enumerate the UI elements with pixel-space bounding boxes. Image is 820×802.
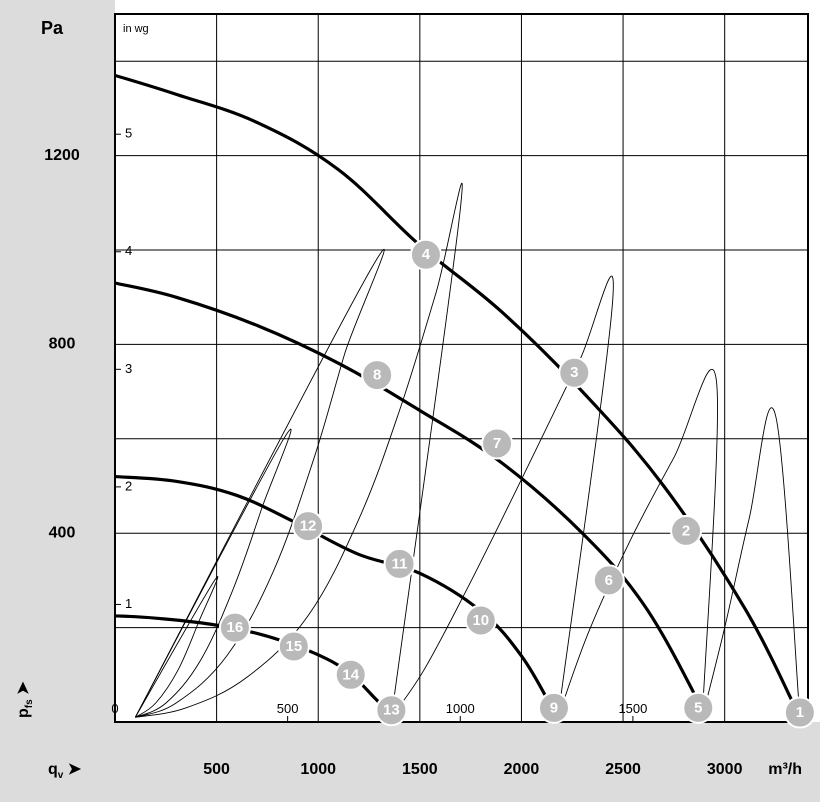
marker-label: 15 <box>285 638 302 655</box>
marker-7: 7 <box>482 429 512 459</box>
marker-5: 5 <box>683 693 713 723</box>
marker-8: 8 <box>362 360 392 390</box>
marker-label: 9 <box>550 699 558 716</box>
marker-label: 4 <box>422 246 431 263</box>
chart-svg: 4008001200123455001000150020002500300005… <box>0 0 820 802</box>
marker-1: 1 <box>785 698 815 728</box>
ytick-pa: 1200 <box>44 147 80 164</box>
marker-label: 14 <box>342 666 359 683</box>
marker-12: 12 <box>293 511 323 541</box>
ylabel-inwg: in wg <box>123 23 149 35</box>
ytick-inwg: 1 <box>125 596 132 611</box>
marker-14: 14 <box>336 660 366 690</box>
marker-4: 4 <box>411 240 441 270</box>
marker-13: 13 <box>376 695 406 725</box>
xtick-m3h: 2500 <box>605 761 641 778</box>
marker-label: 12 <box>300 518 317 535</box>
ytick-pa: 800 <box>49 336 76 353</box>
fan-performance-chart: 4008001200123455001000150020002500300005… <box>0 0 820 802</box>
marker-label: 10 <box>472 612 489 629</box>
xtick-cfm: 1000 <box>446 701 475 716</box>
xtick-m3h: 2000 <box>504 761 540 778</box>
marker-label: 13 <box>383 702 400 719</box>
plot-area <box>115 14 808 722</box>
marker-label: 11 <box>392 555 408 572</box>
marker-9: 9 <box>539 693 569 723</box>
marker-label: 16 <box>227 619 244 636</box>
xtick-m3h: 1000 <box>300 761 336 778</box>
ytick-inwg: 4 <box>125 243 132 258</box>
marker-6: 6 <box>594 565 624 595</box>
marker-label: 5 <box>694 699 702 716</box>
marker-10: 10 <box>466 606 496 636</box>
marker-label: 7 <box>493 435 501 452</box>
xtick-cfm: 1500 <box>618 701 647 716</box>
marker-label: 6 <box>605 572 613 589</box>
marker-label: 2 <box>682 522 690 539</box>
xlabel-m3h: m³/h <box>768 761 802 778</box>
marker-11: 11 <box>385 549 415 579</box>
xtick-cfm: 0 <box>111 701 118 716</box>
xtick-cfm: 500 <box>277 701 299 716</box>
xtick-m3h: 500 <box>203 761 230 778</box>
marker-label: 8 <box>373 367 381 384</box>
ytick-inwg: 3 <box>125 361 132 376</box>
marker-16: 16 <box>220 613 250 643</box>
ylabel-pa: Pa <box>41 18 64 38</box>
marker-label: 1 <box>796 704 804 721</box>
marker-label: 3 <box>570 364 578 381</box>
ytick-inwg: 5 <box>125 126 132 141</box>
xtick-m3h: 3000 <box>707 761 743 778</box>
marker-3: 3 <box>559 358 589 388</box>
xtick-m3h: 1500 <box>402 761 438 778</box>
marker-2: 2 <box>671 516 701 546</box>
ytick-pa: 400 <box>49 524 76 541</box>
ytick-inwg: 2 <box>125 478 132 493</box>
marker-15: 15 <box>279 631 309 661</box>
